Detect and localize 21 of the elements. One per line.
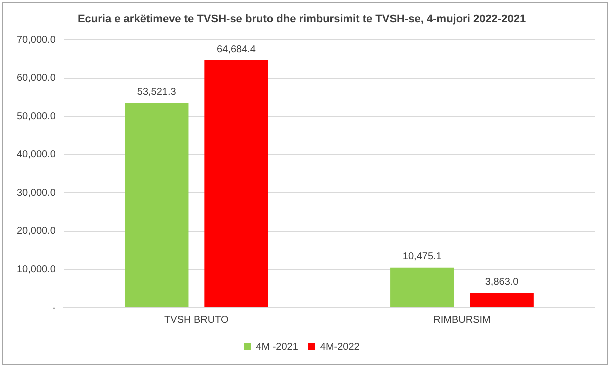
y-tick-label: 10,000.0	[16, 264, 56, 276]
y-tick-label: 70,000.0	[16, 34, 56, 46]
legend-label: 4M-2022	[320, 342, 360, 353]
bar	[390, 268, 454, 308]
y-tick-label: 50,000.0	[16, 111, 56, 122]
legend-label: 4M -2021	[256, 342, 299, 353]
data-label: 64,684.4	[217, 44, 256, 56]
data-label: 10,475.1	[402, 252, 442, 263]
bar	[204, 60, 268, 308]
data-label: 3,863.0	[485, 276, 520, 288]
y-tick-label: 40,000.0	[16, 150, 56, 161]
chart-title: Ecuria e arkëtimeve te TVSH-se bruto dhe rimbursimit te TVSH-se, 4-mujori 2022-2021	[78, 14, 526, 26]
y-tick-label: 20,000.0	[16, 226, 56, 238]
y-tick-label: -	[52, 302, 56, 314]
bar	[470, 293, 534, 308]
x-tick-label: RIMBURSIM	[434, 314, 491, 326]
bar	[125, 103, 189, 308]
x-tick-label: TVSH BRUTO	[164, 314, 230, 326]
y-tick-label: 30,000.0	[16, 188, 56, 199]
data-label: 53,521.3	[137, 86, 177, 98]
y-tick-label: 60,000.0	[16, 73, 56, 84]
